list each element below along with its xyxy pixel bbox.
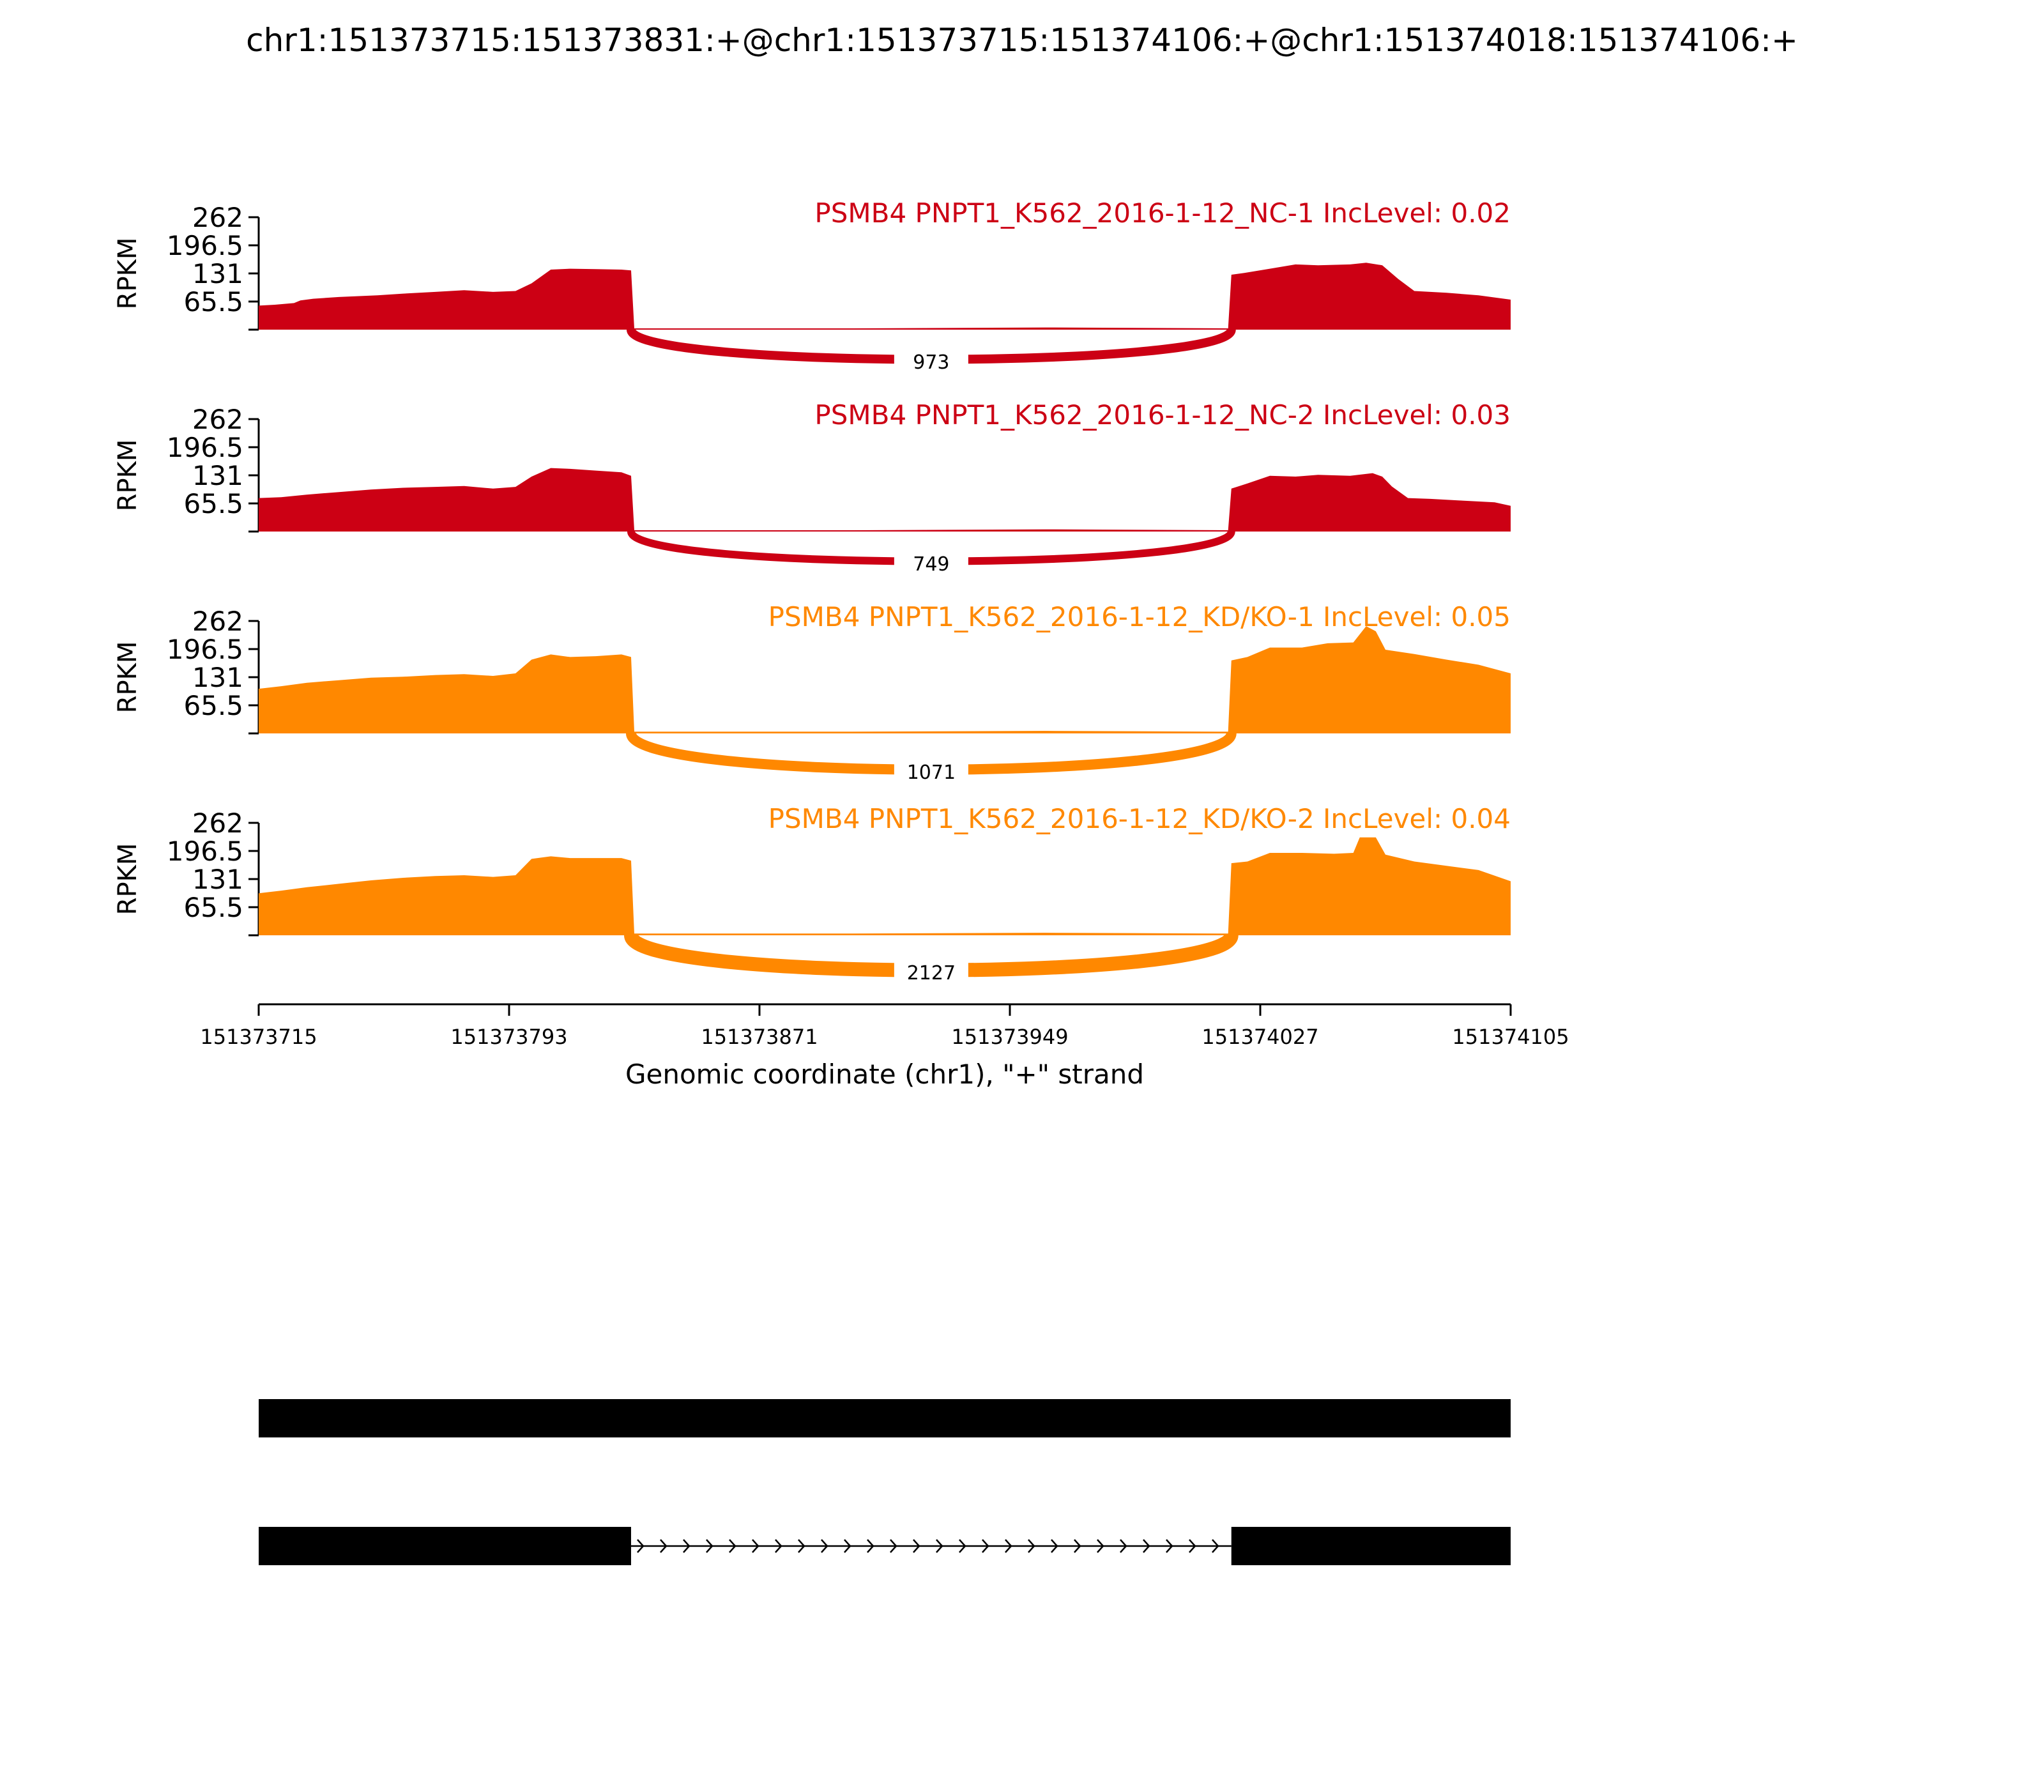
y-axis-label: RPKM [113, 641, 142, 714]
x-tick-label: 151373949 [951, 1025, 1068, 1049]
isoform-structures [259, 1399, 1511, 1565]
figure-title: chr1:151373715:151373831:+@chr1:15137371… [246, 22, 1798, 59]
x-tick-label: 151373793 [450, 1025, 567, 1049]
strand-arrow [821, 1539, 828, 1553]
junction-count: 749 [913, 553, 949, 576]
y-tick-label: 262 [192, 202, 243, 233]
junction-count: 1071 [907, 762, 956, 784]
strand-arrow [1074, 1539, 1081, 1553]
x-axis: 151373715 151373793 151373871 151373949 1513… [200, 1003, 1569, 1090]
strand-arrow [1212, 1539, 1219, 1553]
strand-arrow [1166, 1539, 1173, 1553]
coverage-area [259, 626, 1511, 733]
coverage-area [259, 263, 1511, 330]
strand-arrow [936, 1539, 943, 1553]
y-tick-label: 65.5 [183, 892, 243, 923]
y-tick-label: 131 [192, 662, 243, 693]
strand-arrow [1051, 1539, 1058, 1553]
x-tick-label: 151373871 [701, 1025, 818, 1049]
coverage-area [259, 837, 1511, 935]
strand-arrow [706, 1539, 713, 1553]
strand-arrow [1143, 1539, 1150, 1553]
strand-arrow [913, 1539, 920, 1553]
y-tick-label: 131 [192, 460, 243, 491]
strand-arrow [637, 1539, 644, 1553]
junction-count-bg [894, 957, 968, 988]
y-axis-label: RPKM [113, 843, 142, 915]
y-tick-label: 65.5 [183, 690, 243, 721]
exon [259, 1399, 1511, 1437]
isoform [259, 1527, 1511, 1565]
y-tick-label: 196.5 [167, 230, 243, 261]
strand-arrow [982, 1539, 989, 1553]
y-tick-label: 262 [192, 606, 243, 637]
track-label: PSMB4 PNPT1_K562_2016-1-12_KD/KO-2 IncLe… [768, 803, 1511, 834]
strand-arrow [867, 1539, 874, 1553]
exon [1231, 1527, 1511, 1565]
y-tick-label: 65.5 [183, 286, 243, 318]
y-tick-label: 196.5 [167, 836, 243, 867]
y-tick-label: 262 [192, 404, 243, 435]
track-label: PSMB4 PNPT1_K562_2016-1-12_NC-2 IncLevel… [814, 399, 1511, 431]
strand-arrow [660, 1539, 667, 1553]
junction-count-bg [894, 756, 968, 787]
junction-count: 2127 [907, 962, 956, 984]
strand-arrow [752, 1539, 759, 1553]
coverage-area [259, 468, 1511, 532]
strand-arrow [1005, 1539, 1012, 1553]
isoform [259, 1399, 1511, 1437]
y-tick-label: 131 [192, 258, 243, 289]
y-tick-label: 262 [192, 808, 243, 839]
junction-count-bg [894, 548, 968, 579]
junction-count: 973 [913, 351, 949, 374]
strand-arrow [1028, 1539, 1035, 1553]
strand-arrow [729, 1539, 736, 1553]
y-tick-label: 196.5 [167, 634, 243, 665]
track-label: PSMB4 PNPT1_K562_2016-1-12_KD/KO-1 IncLe… [768, 601, 1511, 632]
track-label: PSMB4 PNPT1_K562_2016-1-12_NC-1 IncLevel… [814, 197, 1511, 229]
strand-arrow [1120, 1539, 1127, 1553]
y-tick-label: 196.5 [167, 432, 243, 463]
strand-arrow [683, 1539, 690, 1553]
x-tick-label: 151374105 [1452, 1025, 1569, 1049]
exon [259, 1527, 631, 1565]
x-axis-label: Genomic coordinate (chr1), "+" strand [625, 1059, 1144, 1090]
strand-arrow [959, 1539, 966, 1553]
strand-arrow [798, 1539, 805, 1553]
strand-arrow [844, 1539, 851, 1553]
y-tick-label: 131 [192, 864, 243, 895]
y-axis-label: RPKM [113, 238, 142, 310]
x-tick-label: 151374027 [1201, 1025, 1318, 1049]
x-tick-label: 151373715 [200, 1025, 317, 1049]
strand-arrow [775, 1539, 782, 1553]
strand-arrow [1097, 1539, 1104, 1553]
junction-count-bg [894, 346, 968, 377]
strand-arrow [890, 1539, 897, 1553]
y-tick-label: 65.5 [183, 488, 243, 519]
strand-arrow [1189, 1539, 1196, 1553]
y-axis-label: RPKM [113, 440, 142, 512]
